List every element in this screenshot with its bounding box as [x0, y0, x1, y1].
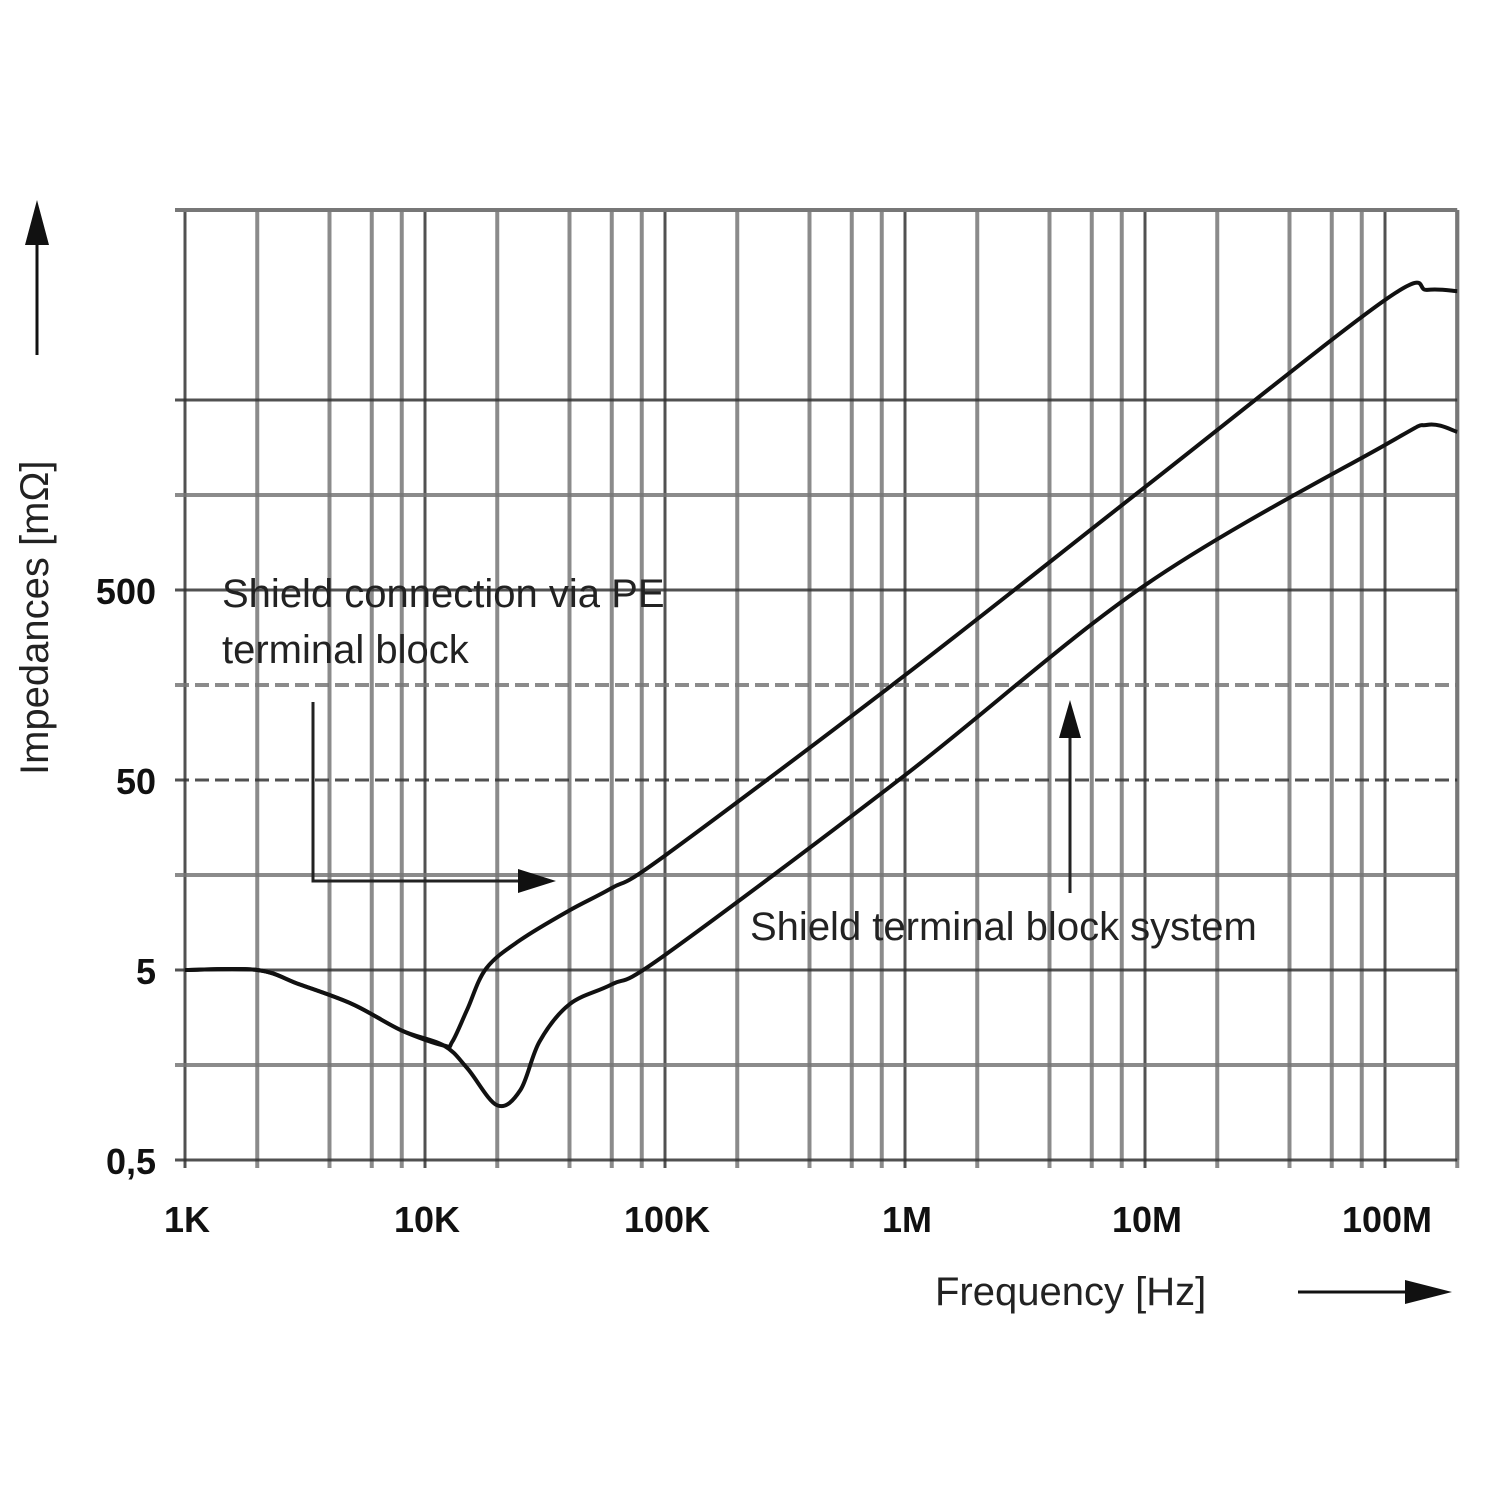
x-tick-labels: 1K 10K 100K 1M 10M 100M: [164, 1199, 1432, 1240]
x-axis-label: Frequency [Hz]: [935, 1270, 1206, 1314]
y-axis-label: Impedances [mΩ]: [13, 461, 57, 775]
x-tick-label: 100M: [1342, 1199, 1432, 1240]
x-tick-label: 100K: [624, 1199, 710, 1240]
y-tick-label: 5: [136, 951, 156, 992]
y-tick-labels: 0,5 5 50 500: [96, 571, 156, 1182]
y-tick-label: 0,5: [106, 1141, 156, 1182]
series-line-shield-system: [184, 422, 1458, 1109]
grid: [175, 208, 1460, 1168]
annotation-pe-line2: terminal block: [222, 628, 470, 672]
y-axis-arrow-icon: [25, 200, 49, 355]
annotation-system-arrow-icon: [1059, 700, 1081, 893]
x-tick-label: 10K: [394, 1199, 460, 1240]
y-tick-label: 500: [96, 571, 156, 612]
annotation-system: Shield terminal block system: [750, 905, 1257, 949]
annotation-pe-line1: Shield connection via PE: [222, 572, 665, 616]
y-tick-label: 50: [116, 761, 156, 802]
x-axis-arrow-icon: [1298, 1280, 1452, 1304]
x-tick-label: 1K: [164, 1199, 210, 1240]
x-tick-label: 1M: [882, 1199, 932, 1240]
curves: [184, 280, 1458, 1109]
x-tick-label: 10M: [1112, 1199, 1182, 1240]
annotation-pe-arrow-icon: [311, 702, 556, 893]
